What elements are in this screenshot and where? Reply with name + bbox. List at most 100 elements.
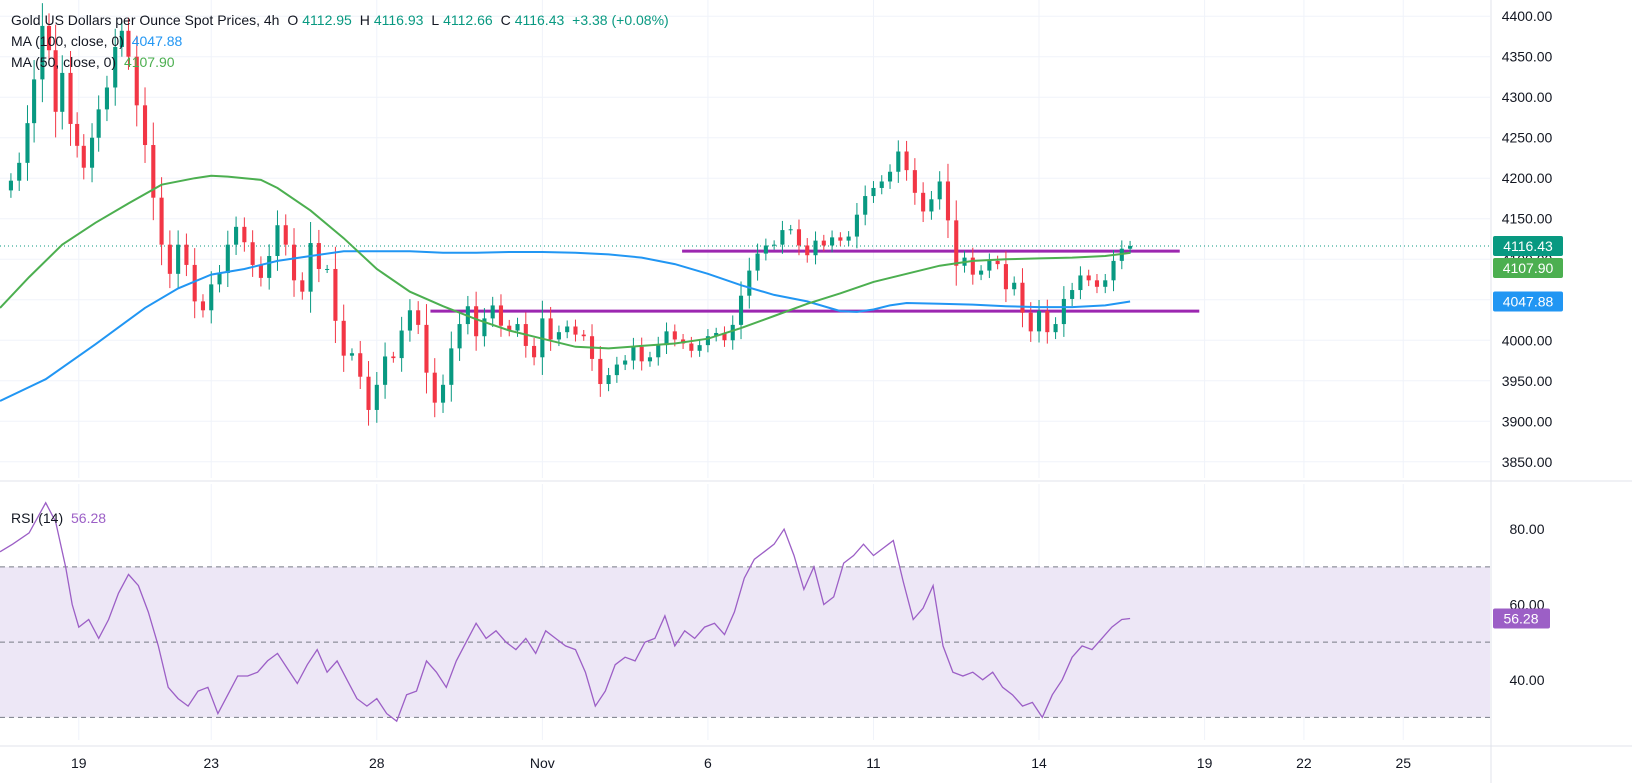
candle-body	[1003, 264, 1008, 290]
time-tick-label: 6	[704, 755, 712, 771]
candle-body	[104, 87, 110, 110]
candle-body	[722, 332, 727, 341]
candle-body	[407, 310, 412, 331]
candle-body	[573, 326, 578, 335]
time-tick-label: 19	[1197, 755, 1213, 771]
price-badge	[1493, 257, 1563, 278]
price-tick-label: 4150.00	[1502, 211, 1553, 227]
candle-body	[863, 196, 868, 215]
candle-body	[8, 180, 13, 191]
candle-body	[1086, 275, 1091, 281]
candle-body	[308, 243, 313, 292]
candle-body	[474, 306, 479, 337]
rsi-tick-label: 60.00	[1509, 596, 1544, 612]
low-label: L	[431, 12, 440, 28]
candle-body	[904, 151, 909, 171]
candle-body	[929, 199, 934, 212]
candle-body	[81, 145, 86, 168]
candle-body	[17, 162, 22, 181]
high-value: 4116.93	[373, 12, 424, 28]
candle-body	[391, 356, 396, 359]
candle-body	[159, 197, 164, 245]
candle-body	[1111, 260, 1116, 281]
rsi-badge	[1493, 608, 1550, 629]
candle-body	[225, 244, 230, 274]
time-tick-label: 11	[866, 755, 881, 771]
candlesticks	[8, 3, 1133, 426]
candle-body	[912, 170, 917, 193]
candle-body	[1012, 282, 1017, 290]
candle-body	[333, 268, 338, 321]
candle-body	[1128, 245, 1133, 249]
ma100-label: MA (100, close, 0)	[11, 33, 124, 49]
candle-body	[921, 192, 926, 212]
rsi-badge-label: 56.28	[1503, 610, 1538, 626]
price-badge-label: 4107.90	[1503, 260, 1554, 276]
axes: 3850.003900.003950.004000.004050.004100.…	[71, 8, 1563, 771]
candle-body	[358, 353, 363, 377]
candle-body	[341, 320, 346, 356]
rsi-label: RSI (14)	[11, 510, 64, 526]
candle-body	[490, 305, 495, 319]
candle-body	[316, 243, 321, 269]
candle-body	[126, 30, 131, 57]
candle-body	[134, 56, 139, 106]
candle-body	[366, 376, 371, 410]
rsi-line	[0, 501, 1131, 723]
open-label: O	[287, 12, 299, 28]
time-tick-label: 25	[1395, 755, 1411, 771]
candle-body	[1103, 280, 1108, 287]
ma100-value: 4047.88	[131, 33, 183, 49]
candle-body	[772, 244, 777, 246]
candle-body	[432, 372, 437, 403]
rsi-band	[0, 566, 1490, 718]
candle-body	[697, 345, 702, 351]
candle-body	[896, 151, 901, 172]
candle-body	[796, 229, 802, 246]
rsi-value: 56.28	[71, 510, 107, 526]
candle-body	[639, 346, 644, 362]
price-tick-label: 4300.00	[1502, 89, 1553, 105]
price-change: +3.38 (+0.08%)	[572, 12, 669, 28]
price-tick-label: 3950.00	[1502, 373, 1553, 389]
candle-body	[113, 46, 118, 88]
time-tick-label: 28	[369, 755, 385, 771]
candle-body	[987, 260, 992, 271]
candle-body	[689, 343, 694, 351]
candle-body	[96, 109, 101, 138]
ma100-legend[interactable]: MA (100, close, 0) 4047.88	[11, 33, 186, 49]
candle-body	[300, 280, 305, 292]
candle-body	[275, 225, 280, 257]
low-value: 4112.66	[443, 12, 493, 28]
time-tick-label: 23	[203, 755, 219, 771]
price-badge	[1493, 291, 1563, 312]
candle-body	[979, 270, 984, 275]
candle-body	[234, 226, 239, 245]
candle-body	[664, 331, 669, 346]
candle-body	[184, 244, 189, 265]
price-tick-label: 4200.00	[1502, 170, 1553, 186]
time-tick-label: 19	[71, 755, 87, 771]
candle-body	[1053, 324, 1058, 333]
chart-header: Gold US Dollars per Ounce Spot Prices, 4…	[11, 12, 673, 28]
candle-body	[498, 305, 504, 326]
candle-body	[1094, 280, 1100, 287]
price-badge-label: 4116.43	[1503, 238, 1553, 254]
candle-body	[176, 244, 181, 274]
moving-averages	[0, 174, 1131, 402]
candle-body	[349, 353, 355, 356]
candle-body	[954, 220, 959, 266]
ma50-legend[interactable]: MA (50, close, 0) 4107.90	[11, 54, 179, 70]
candle-body	[598, 358, 603, 385]
candle-body	[25, 123, 30, 163]
candle-body	[672, 331, 677, 340]
candle-body	[440, 384, 446, 403]
rsi-legend[interactable]: RSI (14) 56.28	[11, 510, 110, 526]
candle-body	[854, 214, 859, 237]
candle-body	[970, 257, 975, 275]
candle-body	[805, 245, 810, 256]
candle-body	[89, 137, 95, 168]
candle-body	[399, 330, 404, 359]
candle-body	[325, 268, 330, 270]
